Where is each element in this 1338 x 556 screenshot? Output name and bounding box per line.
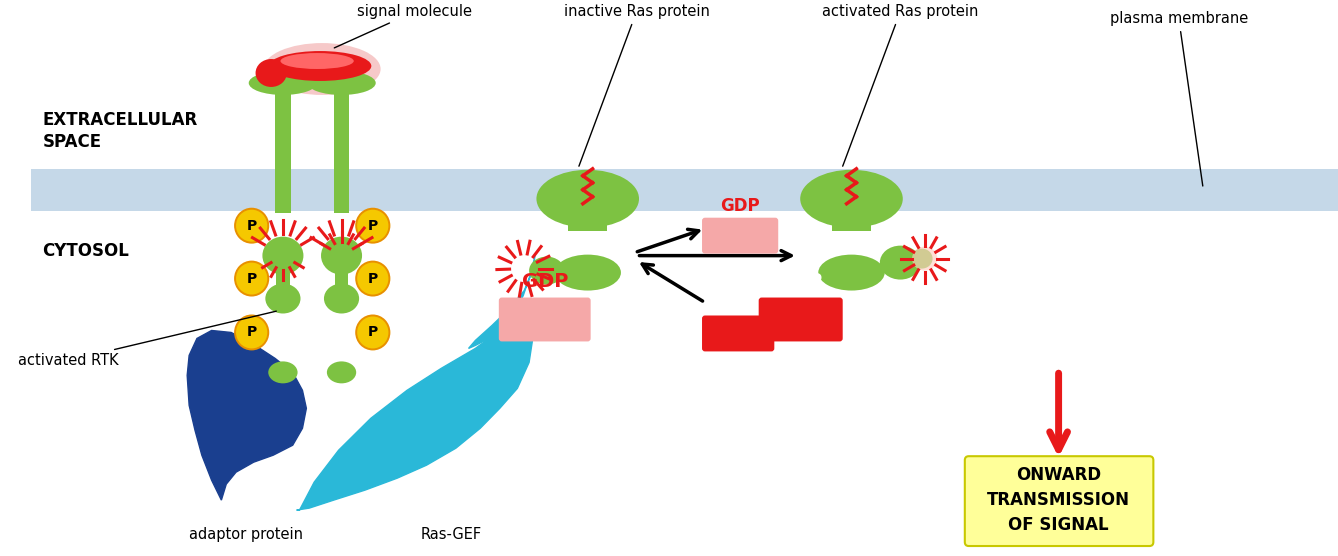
Text: P: P <box>368 271 377 286</box>
Ellipse shape <box>256 59 286 87</box>
Text: GDP: GDP <box>522 272 567 291</box>
Text: Ras-GEF: Ras-GEF <box>420 527 482 542</box>
Circle shape <box>357 210 388 242</box>
Circle shape <box>235 316 268 349</box>
Text: CYTOSOL: CYTOSOL <box>43 242 130 260</box>
Text: P: P <box>368 219 377 232</box>
Bar <box>333 73 349 93</box>
Circle shape <box>355 208 391 244</box>
Circle shape <box>355 261 391 296</box>
Text: adaptor protein: adaptor protein <box>189 527 302 542</box>
Bar <box>276 73 290 93</box>
Ellipse shape <box>819 255 884 291</box>
Ellipse shape <box>264 43 380 95</box>
Ellipse shape <box>880 246 921 280</box>
Polygon shape <box>297 305 534 510</box>
Ellipse shape <box>911 249 933 269</box>
Text: EXTRACELLULAR
SPACE: EXTRACELLULAR SPACE <box>43 111 198 151</box>
FancyBboxPatch shape <box>759 297 843 341</box>
FancyBboxPatch shape <box>702 218 779 254</box>
Ellipse shape <box>269 51 372 81</box>
Ellipse shape <box>268 361 297 383</box>
Text: activated RTK: activated RTK <box>19 311 277 368</box>
FancyBboxPatch shape <box>499 297 590 341</box>
Ellipse shape <box>529 257 565 285</box>
Ellipse shape <box>537 170 640 227</box>
Circle shape <box>235 210 268 242</box>
Bar <box>276 249 290 310</box>
Bar <box>31 169 1338 211</box>
Circle shape <box>234 315 269 350</box>
Polygon shape <box>187 330 306 500</box>
Text: GTP: GTP <box>779 272 823 291</box>
Text: activated Ras protein: activated Ras protein <box>822 4 978 166</box>
Text: P: P <box>246 219 257 232</box>
Ellipse shape <box>262 237 304 275</box>
Text: P: P <box>246 271 257 286</box>
Ellipse shape <box>326 361 356 383</box>
FancyBboxPatch shape <box>702 315 775 351</box>
Bar <box>333 81 349 167</box>
Ellipse shape <box>308 71 376 95</box>
Ellipse shape <box>321 237 363 275</box>
Circle shape <box>357 316 388 349</box>
Bar <box>569 188 607 231</box>
Circle shape <box>234 208 269 244</box>
Bar <box>832 188 871 231</box>
Bar <box>334 249 348 310</box>
Ellipse shape <box>800 170 903 227</box>
Text: GTP: GTP <box>720 295 757 312</box>
Ellipse shape <box>281 53 353 69</box>
Ellipse shape <box>913 247 938 271</box>
Text: ONWARD
TRANSMISSION
OF SIGNAL: ONWARD TRANSMISSION OF SIGNAL <box>987 466 1131 534</box>
Circle shape <box>235 262 268 295</box>
Ellipse shape <box>258 58 308 94</box>
Bar <box>333 167 349 213</box>
Text: inactive Ras protein: inactive Ras protein <box>563 4 709 166</box>
Ellipse shape <box>265 284 301 314</box>
Text: P: P <box>368 325 377 340</box>
Polygon shape <box>468 256 535 349</box>
Ellipse shape <box>554 255 621 291</box>
Text: plasma membrane: plasma membrane <box>1109 11 1248 186</box>
Circle shape <box>357 262 388 295</box>
Text: signal molecule: signal molecule <box>334 4 472 48</box>
Bar <box>276 81 290 167</box>
Bar <box>276 167 290 213</box>
Text: P: P <box>246 325 257 340</box>
Circle shape <box>234 261 269 296</box>
FancyBboxPatch shape <box>965 456 1153 546</box>
Ellipse shape <box>249 71 317 95</box>
Text: GDP: GDP <box>720 197 760 215</box>
Circle shape <box>355 315 391 350</box>
Ellipse shape <box>324 284 359 314</box>
